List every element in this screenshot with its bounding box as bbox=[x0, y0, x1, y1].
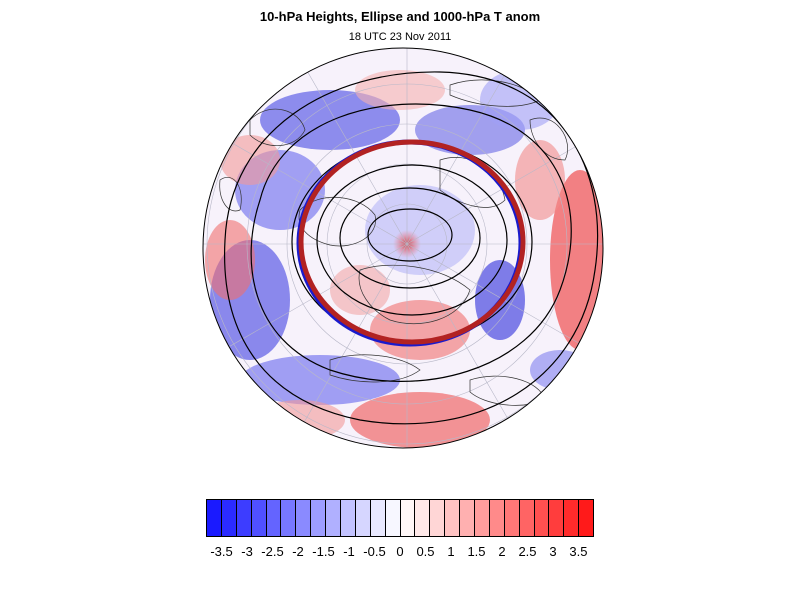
colorbar-cell bbox=[430, 500, 446, 536]
colorbar-cell bbox=[564, 500, 580, 536]
colorbar-tick-label: 1 bbox=[447, 544, 455, 559]
colorbar-cell bbox=[207, 500, 222, 536]
colorbar-tick-label: -1.5 bbox=[312, 544, 335, 559]
height-contours bbox=[223, 71, 599, 425]
colorbar-tick-label: -2.5 bbox=[261, 544, 284, 559]
colorbar-labels: -3.5 -3 -2.5 -2 -1.5 -1 -0.5 0 0.5 1 1.5 2 2.5 3 3.5 bbox=[0, 544, 800, 564]
colorbar-cell bbox=[415, 500, 431, 536]
colorbar-cell bbox=[519, 500, 535, 536]
colorbar bbox=[206, 499, 594, 537]
colorbar-cell bbox=[236, 500, 252, 536]
colorbar-tick-label: -3.5 bbox=[210, 544, 233, 559]
colorbar-tick-label: -3 bbox=[241, 544, 253, 559]
colorbar-cell bbox=[534, 500, 550, 536]
colorbar-cell bbox=[549, 500, 565, 536]
colorbar-cell bbox=[355, 500, 371, 536]
colorbar-tick-label: 0.5 bbox=[416, 544, 435, 559]
colorbar-cell bbox=[296, 500, 312, 536]
page-title: 10-hPa Heights, Ellipse and 1000-hPa T a… bbox=[259, 9, 541, 24]
colorbar-tick-label: 1.5 bbox=[467, 544, 486, 559]
colorbar-cell bbox=[475, 500, 490, 536]
globe-outline bbox=[202, 47, 604, 449]
colorbar-cell bbox=[221, 500, 237, 536]
colorbar-cell bbox=[266, 500, 282, 536]
colorbar-tick-label: -0.5 bbox=[363, 544, 386, 559]
colorbar-cell bbox=[326, 500, 342, 536]
colorbar-cell bbox=[489, 500, 505, 536]
colorbar-cell bbox=[341, 500, 356, 536]
colorbar-tick-label: 3 bbox=[549, 544, 557, 559]
temperature-anomaly-field bbox=[203, 48, 603, 448]
colorbar-tick-label: 3.5 bbox=[569, 544, 588, 559]
colorbar-tick-label: 0 bbox=[396, 544, 404, 559]
colorbar-cell bbox=[579, 500, 594, 536]
colorbar-cell bbox=[460, 500, 476, 536]
colorbar-tick-label: 2 bbox=[498, 544, 506, 559]
colorbar-cell bbox=[400, 500, 416, 536]
colorbar-cell bbox=[281, 500, 297, 536]
colorbar-tick-label: -1 bbox=[343, 544, 355, 559]
colorbar-tick-label: 2.5 bbox=[518, 544, 537, 559]
colorbar-cell bbox=[504, 500, 520, 536]
colorbar-cell bbox=[251, 500, 267, 536]
colorbar-cell bbox=[370, 500, 386, 536]
colorbar-cell bbox=[385, 500, 401, 536]
colorbar-cell bbox=[311, 500, 327, 536]
page-subtitle: 18 UTC 23 Nov 2011 bbox=[348, 31, 452, 43]
colorbar-cell bbox=[445, 500, 461, 536]
ellipse-red bbox=[298, 139, 526, 345]
colorbar-tick-label: -2 bbox=[292, 544, 304, 559]
ellipse-overlay bbox=[296, 139, 526, 347]
